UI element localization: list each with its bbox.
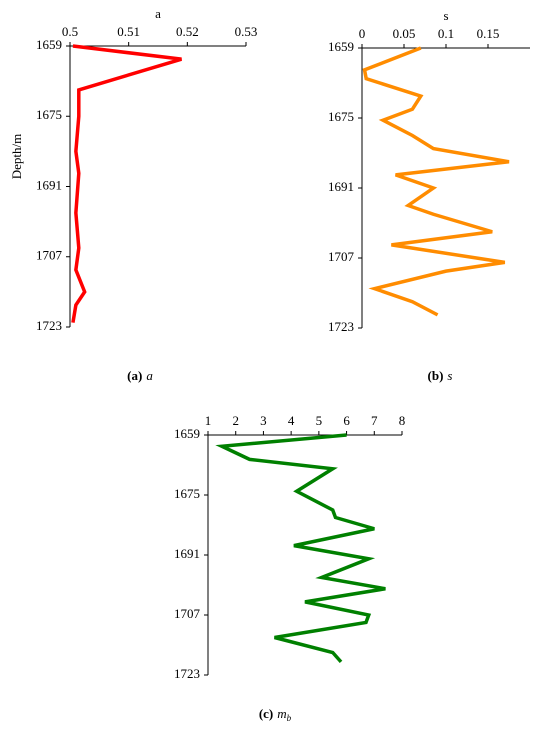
caption-symbol: s xyxy=(447,368,452,383)
caption: (c) mb xyxy=(259,706,292,723)
data-line xyxy=(362,46,510,317)
x-tick-label: 7 xyxy=(371,413,378,428)
y-tick-label: 1723 xyxy=(328,319,354,334)
data-line xyxy=(71,44,182,323)
y-tick-label: 1723 xyxy=(174,666,200,681)
x-axis-title: s xyxy=(443,8,448,23)
y-tick-label: 1659 xyxy=(328,39,354,54)
x-tick-label: 5 xyxy=(316,413,323,428)
y-tick-label: 1675 xyxy=(328,109,354,124)
y-tick-label: 1707 xyxy=(328,249,355,264)
x-axis-title: a xyxy=(155,6,161,21)
x-tick-label: 0.53 xyxy=(235,24,258,39)
x-tick-label: 0.51 xyxy=(117,24,140,39)
caption-subscript: b xyxy=(287,713,292,723)
y-tick-label: 1691 xyxy=(36,177,62,192)
x-tick-label: 0.52 xyxy=(176,24,199,39)
y-tick-label: 1707 xyxy=(174,606,201,621)
x-tick-label: 6 xyxy=(343,413,350,428)
y-tick-label: 1659 xyxy=(36,37,62,52)
y-tick-label: 1675 xyxy=(174,486,200,501)
caption-label: (b) xyxy=(428,368,444,383)
x-tick-label: 0 xyxy=(359,26,366,41)
y-tick-label: 1723 xyxy=(36,318,62,333)
caption-symbol: m xyxy=(277,706,286,721)
caption: (a) a xyxy=(127,368,153,383)
x-tick-label: 1 xyxy=(205,413,212,428)
y-tick-label: 1675 xyxy=(36,107,62,122)
caption-symbol: a xyxy=(146,368,153,383)
x-tick-label: 0.15 xyxy=(477,26,500,41)
caption-label: (c) xyxy=(259,706,273,721)
x-tick-label: 8 xyxy=(399,413,406,428)
y-tick-label: 1659 xyxy=(174,426,200,441)
y-tick-label: 1691 xyxy=(174,546,200,561)
x-tick-label: 3 xyxy=(260,413,267,428)
y-axis-title: Depth/m xyxy=(9,134,24,180)
y-tick-label: 1691 xyxy=(328,179,354,194)
caption-label: (a) xyxy=(127,368,142,383)
x-tick-label: 4 xyxy=(288,413,295,428)
x-tick-label: 0.5 xyxy=(62,24,78,39)
caption: (b) s xyxy=(428,368,453,383)
x-tick-label: 2 xyxy=(232,413,239,428)
x-tick-label: 0.05 xyxy=(393,26,416,41)
y-tick-label: 1707 xyxy=(36,248,63,263)
x-tick-label: 0.1 xyxy=(438,26,454,41)
data-line xyxy=(215,433,386,664)
